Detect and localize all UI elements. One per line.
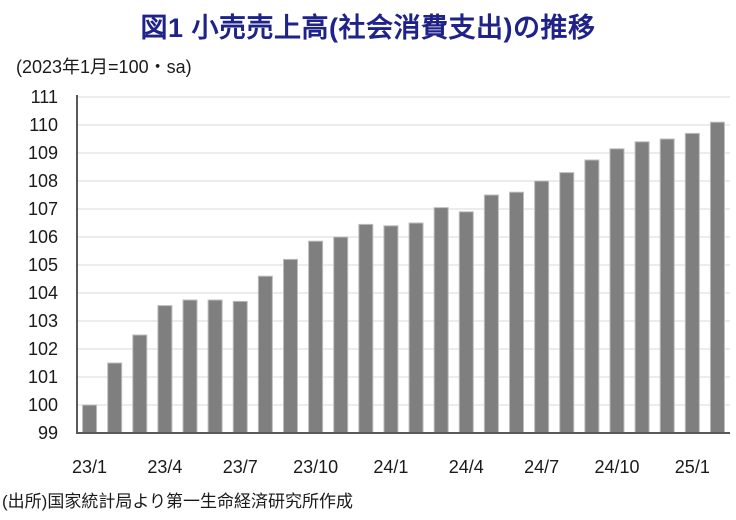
x-tick-label: 24/10: [594, 457, 639, 477]
bar: [107, 362, 123, 434]
y-tick-label: 103: [28, 311, 58, 331]
bar: [509, 191, 525, 434]
y-tick-label: 107: [28, 199, 58, 219]
source-note: (出所)国家統計局より第一生命経済研究所作成: [2, 492, 353, 511]
bar: [257, 275, 273, 434]
bar-chart: 99 100 101 102 103 104 105 106 107 108 109 110 111 23…: [28, 87, 730, 477]
bar: [207, 299, 223, 434]
x-tick-label: 25/1: [675, 457, 710, 477]
y-tick-label: 111: [31, 87, 58, 107]
x-tick-label: 24/7: [524, 457, 559, 477]
y-tick-label: 101: [28, 367, 58, 387]
bar: [433, 207, 449, 434]
bar: [232, 300, 248, 434]
x-tick-label: 24/4: [449, 457, 484, 477]
y-tick-label: 108: [28, 171, 58, 191]
chart-title: 図1 小売売上高(社会消費支出)の推移: [140, 13, 596, 43]
bar: [684, 132, 700, 434]
bar: [132, 334, 148, 434]
bar: [82, 404, 98, 434]
y-tick-label: 105: [28, 255, 58, 275]
x-tick-label: 23/1: [72, 457, 107, 477]
bar: [408, 222, 424, 434]
x-tick-label: 23/4: [147, 457, 182, 477]
bar: [333, 236, 349, 434]
bar: [534, 180, 550, 434]
y-tick-label: 106: [28, 227, 58, 247]
chart-subtitle: (2023年1月=100・sa): [16, 57, 192, 77]
bar: [157, 305, 173, 434]
bar: [634, 141, 650, 434]
y-tick-label: 104: [28, 283, 58, 303]
bar: [458, 211, 474, 434]
x-tick-label: 23/10: [293, 457, 338, 477]
y-tick-label: 109: [28, 143, 58, 163]
bar: [282, 258, 298, 434]
y-tick-label: 102: [28, 339, 58, 359]
bar: [609, 148, 625, 434]
y-tick-label: 110: [29, 115, 58, 135]
bar: [383, 225, 399, 434]
bar: [358, 223, 374, 434]
y-tick-label: 99: [38, 423, 58, 443]
x-tick-label: 24/1: [373, 457, 408, 477]
bar: [659, 138, 675, 434]
bar: [483, 194, 499, 434]
bar: [709, 121, 725, 434]
bar: [182, 299, 198, 434]
x-tick-label: 23/7: [223, 457, 258, 477]
y-tick-label: 100: [28, 395, 58, 415]
bar: [584, 159, 600, 434]
bar: [308, 240, 324, 434]
bar: [559, 172, 575, 434]
